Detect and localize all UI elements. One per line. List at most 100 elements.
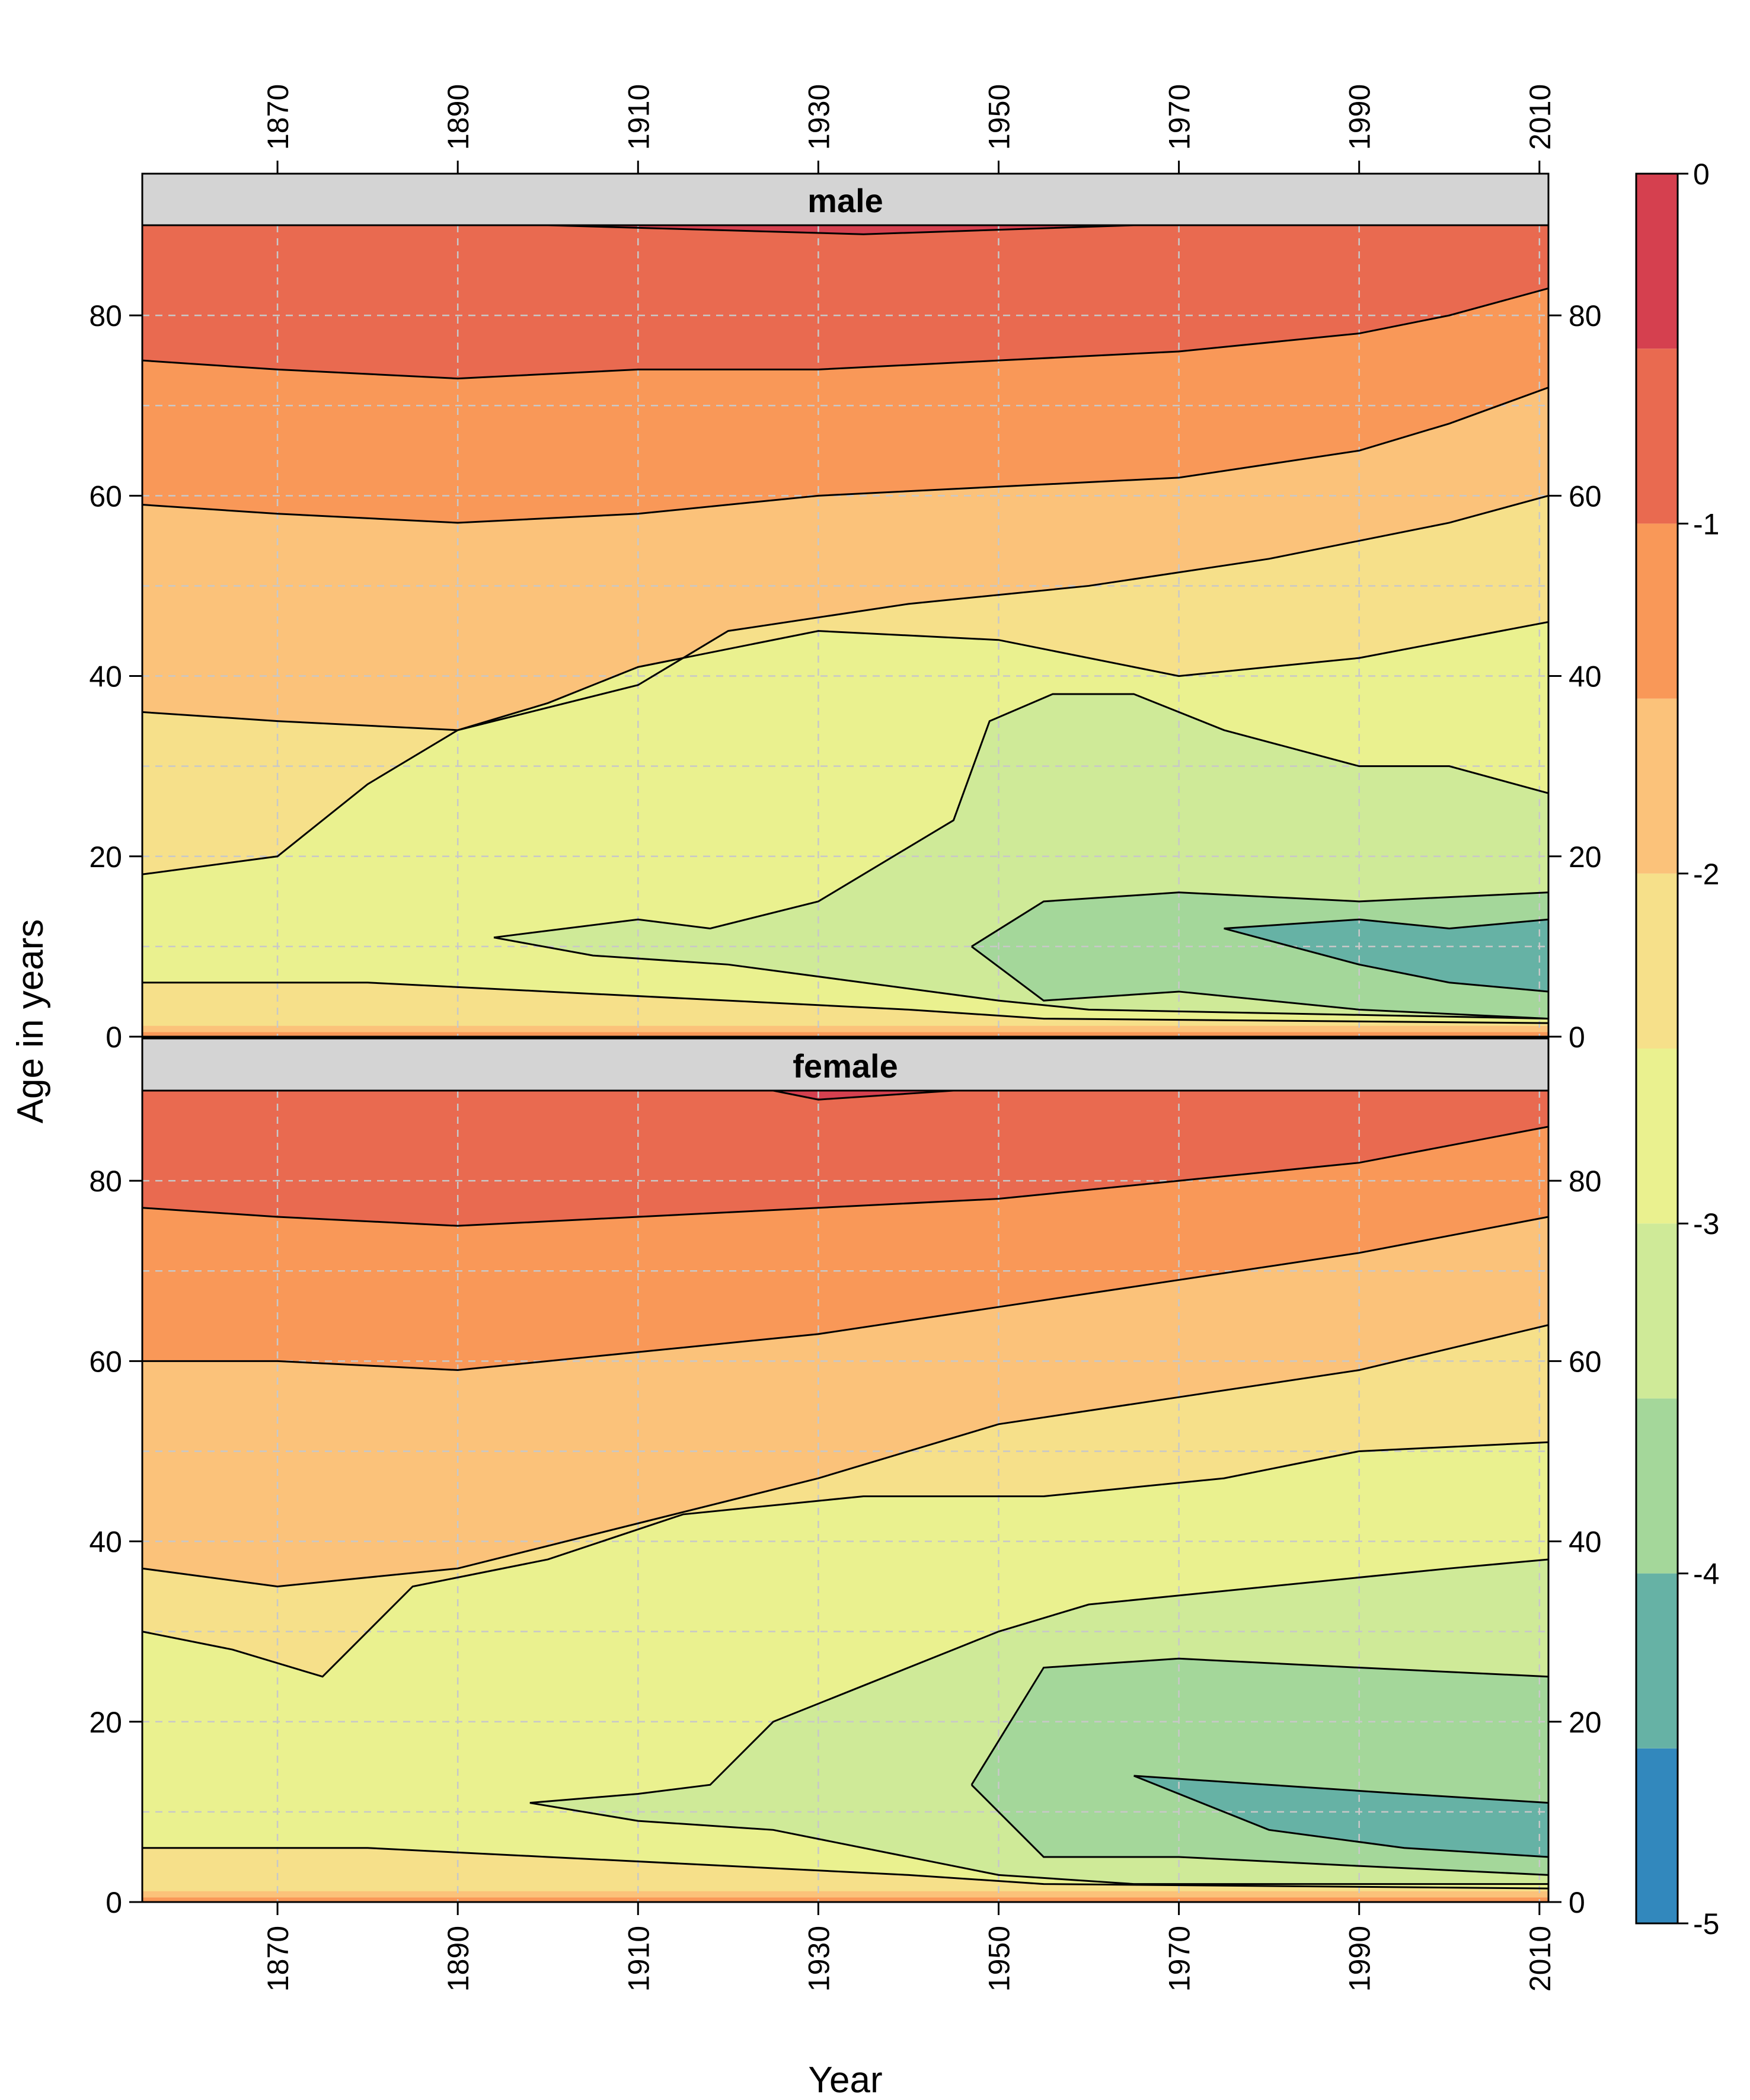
strip-male: [141, 172, 1550, 226]
x-tick-label-bottom: 1970: [1163, 1926, 1196, 1992]
y-tick-label-right: 60: [1569, 1345, 1602, 1378]
strip-label: male: [807, 182, 883, 219]
contour-line: [142, 1216, 1548, 1372]
contour-lines: [142, 1091, 1548, 1890]
contour-line: [142, 1847, 1548, 1890]
x-tick-label-top: 1970: [1163, 84, 1196, 150]
contour-line: [1133, 1775, 1548, 1804]
y-tick-label-left: 60: [89, 1345, 122, 1378]
band-infant-low: [142, 1848, 1548, 1902]
x-tick-label-bottom: 1870: [261, 1926, 295, 1992]
color-key-swatch: [1636, 1049, 1678, 1224]
color-key-swatch: [1636, 174, 1678, 349]
y-tick-label-right: 80: [1569, 299, 1602, 333]
color-key-swatch: [1636, 1573, 1678, 1749]
contour-line: [142, 225, 1548, 235]
contour-line: [142, 1441, 1548, 1678]
contour-line: [493, 936, 1548, 1020]
y-tick-label-left: 20: [89, 840, 122, 874]
color-key-tick-label: -2: [1693, 858, 1719, 891]
x-tick-label-bottom: 1990: [1343, 1926, 1377, 1992]
contour-line: [142, 621, 1548, 875]
color-key-tick-label: -1: [1693, 507, 1719, 541]
y-tick-label-right: 20: [1569, 840, 1602, 874]
band-infant-high: [142, 1897, 1548, 1902]
color-key-swatch: [1636, 1223, 1678, 1399]
lobe-m4: [1224, 919, 1548, 992]
contour-line: [970, 1657, 1548, 1786]
x-tick-label-top: 1910: [622, 84, 655, 150]
contour-lines: [142, 225, 1548, 1024]
x-tick-label-top: 1870: [261, 84, 295, 150]
contour-line: [493, 693, 1548, 939]
band-infant-low: [142, 982, 1548, 1037]
y-tick-label-right: 0: [1569, 1886, 1585, 1919]
y-tick-label-right: 60: [1569, 480, 1602, 513]
x-tick-label-bottom: 1930: [802, 1926, 835, 1992]
bottom-axis: 1870 1890 1910 1930 1950 1970 1990 2010: [261, 1902, 1557, 1992]
color-key-tick-label: -3: [1693, 1207, 1719, 1241]
color-key-tick-label: -4: [1693, 1558, 1719, 1591]
color-key-swatch: [1636, 1398, 1678, 1574]
x-tick-label-bottom: 1890: [442, 1926, 475, 1992]
x-tick-label-top: 1990: [1343, 84, 1377, 150]
y-tick-label-left: 80: [89, 299, 122, 333]
x-tick-label-bottom: 2010: [1524, 1926, 1557, 1992]
color-key-swatch: [1636, 1748, 1678, 1923]
color-key-swatch: [1636, 349, 1678, 524]
color-key-swatch: [1636, 523, 1678, 699]
color-key-swatch: [1636, 873, 1678, 1049]
contour-line: [529, 1558, 1548, 1804]
y-tick-label-right: 0: [1569, 1021, 1585, 1054]
strip-female: [141, 1037, 1550, 1092]
band-infant-high: [142, 1032, 1548, 1037]
x-tick-label-top: 1950: [982, 84, 1015, 150]
contour-line: [970, 1784, 1548, 1876]
y-tick-label-right: 40: [1569, 660, 1602, 693]
x-tick-label-bottom: 1910: [622, 1926, 655, 1992]
y-tick-label-left: 40: [89, 1526, 122, 1559]
contour-line: [142, 1126, 1548, 1227]
y-axis-title: Age in years: [10, 919, 51, 1124]
x-tick-label-bottom: 1950: [982, 1926, 1015, 1992]
contour-line: [1224, 918, 1548, 929]
color-key-tick-label: 0: [1693, 158, 1710, 191]
contour-line: [142, 287, 1548, 380]
panel-female: female 0 0 20 20 40 40 60 60 80 80: [89, 1037, 1602, 1919]
color-key-tick-label: -5: [1693, 1907, 1719, 1941]
x-tick-label-top: 1890: [442, 84, 475, 150]
y-tick-label-right: 20: [1569, 1706, 1602, 1739]
color-key-frame: [1635, 172, 1679, 1925]
x-tick-label-top: 1930: [802, 84, 835, 150]
contour-line: [142, 386, 1548, 524]
panel-male: male 0 0 20 20 40 40 60 60 80 80: [89, 172, 1602, 1054]
lobe-m4: [1133, 1776, 1548, 1857]
contour-line: [1133, 1775, 1548, 1858]
color-key-swatch: [1636, 698, 1678, 874]
y-tick-label-left: 80: [89, 1165, 122, 1198]
y-tick-label-right: 80: [1569, 1165, 1602, 1198]
contour-line: [142, 1324, 1548, 1588]
contour-line: [970, 945, 1548, 1020]
contour-line: [529, 1802, 1548, 1885]
strip-label: female: [793, 1047, 898, 1085]
x-tick-label-top: 2010: [1524, 84, 1557, 150]
color-key: 0 -1 -2 -3 -4 -5: [1635, 158, 1719, 1941]
contour-line: [142, 494, 1548, 731]
contour-line: [142, 1091, 1548, 1101]
y-tick-label-left: 0: [106, 1886, 122, 1919]
y-tick-label-left: 40: [89, 660, 122, 693]
filled-bands: [142, 1091, 1548, 1902]
panels-layer: male 0 0 20 20 40 40 60 60 80 80 female 0 0 20 20 40 40 60…: [89, 172, 1602, 1919]
y-tick-label-right: 40: [1569, 1526, 1602, 1559]
top-axis: 1870 1890 1910 1930 1950 1970 1990 2010: [261, 84, 1557, 174]
contour-line: [971, 891, 1548, 948]
x-axis-title: Year: [808, 2060, 882, 2100]
contour-line: [1224, 928, 1548, 993]
filled-bands: [142, 225, 1548, 1037]
y-tick-label-left: 20: [89, 1706, 122, 1739]
y-tick-label-left: 0: [106, 1021, 122, 1054]
contour-line: [142, 982, 1548, 1024]
y-tick-label-left: 60: [89, 480, 122, 513]
